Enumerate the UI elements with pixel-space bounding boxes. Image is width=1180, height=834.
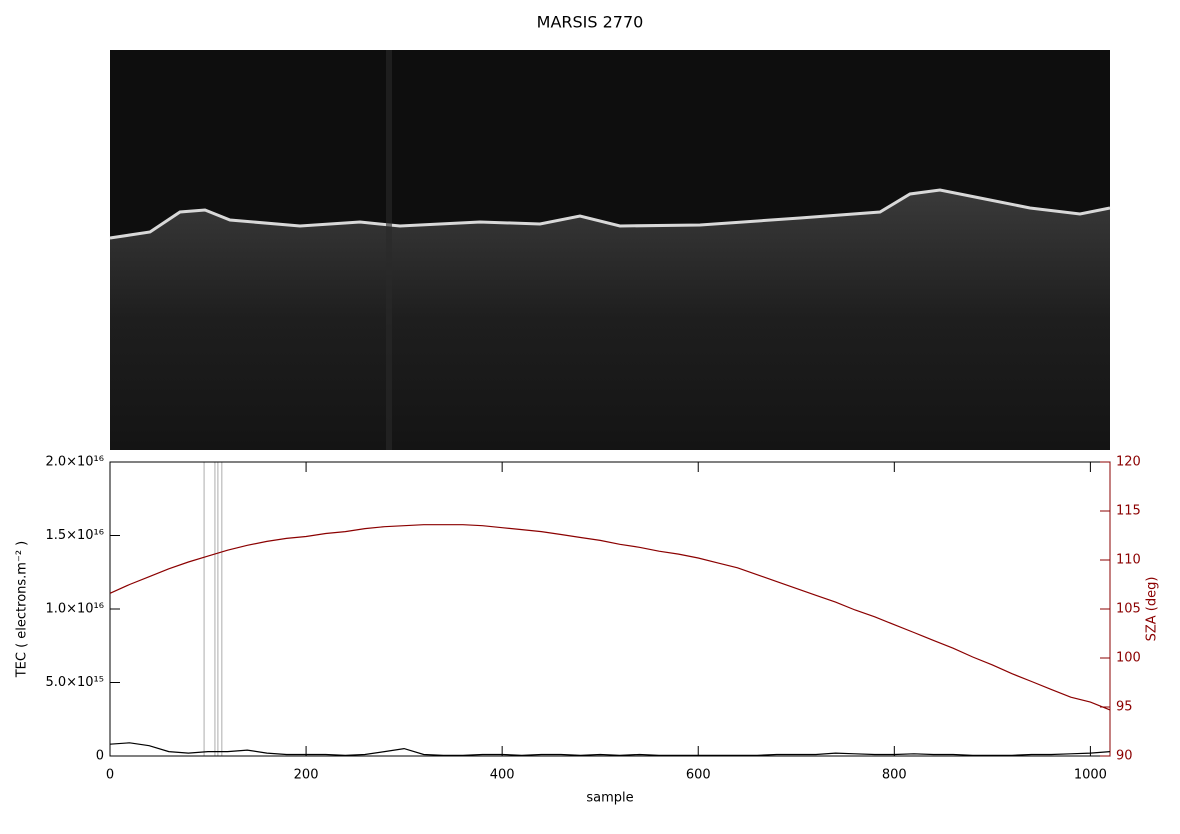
y2-tick-label: 95 — [1116, 700, 1133, 715]
chart-title: MARSIS 2770 — [537, 13, 644, 32]
y-tick-label: 0 — [96, 749, 104, 764]
x-tick-label: 0 — [106, 768, 114, 783]
y-axis-label: TEC ( electrons.m⁻² ) — [15, 541, 30, 679]
y2-tick-label: 100 — [1116, 651, 1141, 666]
y2-tick-label: 90 — [1116, 749, 1133, 764]
y-tick-label: 5.0×10¹⁵ — [45, 675, 104, 690]
radargram — [109, 50, 1111, 450]
x-tick-label: 1000 — [1074, 768, 1107, 783]
plot-frame — [109, 461, 1111, 757]
x-axis-label: sample — [586, 791, 633, 806]
y2-tick-label: 105 — [1116, 602, 1141, 617]
y2-axis-label: SZA (deg) — [1145, 577, 1160, 642]
y2-tick-label: 115 — [1116, 504, 1141, 519]
y2-tick-label: 110 — [1116, 553, 1141, 568]
surface-echo — [109, 188, 1111, 240]
noise-stripe — [386, 50, 392, 450]
y2-tick-label: 120 — [1116, 455, 1141, 470]
x-tick-label: 800 — [882, 768, 907, 783]
y-tick-label: 1.0×10¹⁶ — [45, 602, 104, 617]
x-tick-label: 600 — [686, 768, 711, 783]
subsurface — [110, 190, 1110, 450]
y-tick-label: 1.5×10¹⁶ — [45, 528, 104, 543]
x-tick-label: 400 — [490, 768, 515, 783]
x-tick-label: 200 — [294, 768, 319, 783]
y-tick-label: 2.0×10¹⁶ — [45, 455, 104, 470]
series-line — [109, 742, 1111, 756]
series-line — [109, 524, 1111, 711]
